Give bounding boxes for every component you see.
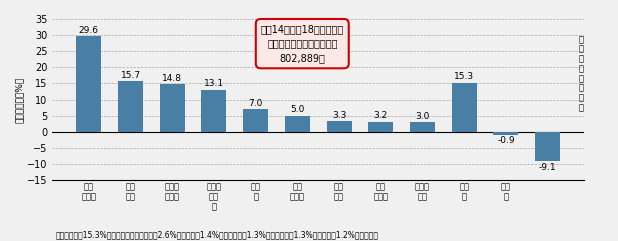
Bar [243, 109, 268, 132]
Bar [410, 122, 435, 132]
Text: 3.3: 3.3 [332, 111, 346, 120]
Text: 自動機
ねらい: 自動機 ねらい [165, 183, 180, 201]
Text: 平成14年から18年にかけて
の刑法犯認知件数の減少分
802,889件: 平成14年から18年にかけて の刑法犯認知件数の減少分 802,889件 [261, 24, 344, 63]
Text: オート
バイ
盗: オート バイ 盗 [206, 183, 221, 211]
Text: 自転
車盗: 自転 車盗 [125, 183, 135, 201]
Bar [77, 36, 101, 132]
Text: 事務所
荒し: 事務所 荒し [415, 183, 430, 201]
Bar [159, 84, 185, 132]
Bar [493, 132, 519, 135]
Bar [326, 121, 352, 132]
Bar [118, 81, 143, 132]
Text: 車上
ねらい: 車上 ねらい [82, 183, 96, 201]
Text: 3.0: 3.0 [415, 112, 430, 120]
Bar [452, 82, 476, 132]
Bar [535, 132, 560, 161]
Text: -9.1: -9.1 [539, 163, 556, 172]
Text: 注：その他（15.3%）の内訳は、出店荒し（2.6%）、スリ（1.4%）、忍込み（1.3%）、置引き（1.3%）、恐嗝（1.2%）等です。: 注：その他（15.3%）の内訳は、出店荒し（2.6%）、スリ（1.4%）、忍込み… [56, 231, 379, 240]
Text: 13.1: 13.1 [204, 79, 224, 88]
Text: 14.8: 14.8 [163, 74, 182, 82]
Text: その
他: その 他 [459, 183, 469, 201]
Bar [285, 116, 310, 132]
Y-axis label: （寄与率）（%）: （寄与率）（%） [15, 76, 24, 123]
Text: -0.9: -0.9 [497, 136, 515, 145]
Text: 非
侵
入
窃
盗
そ
の
他: 非 侵 入 窃 盗 そ の 他 [579, 35, 584, 112]
Bar [368, 121, 393, 132]
Text: 自転
車盗: 自転 車盗 [334, 183, 344, 201]
Text: 7.0: 7.0 [248, 99, 263, 108]
Text: 部品
ねらい: 部品 ねらい [290, 183, 305, 201]
Text: 15.7: 15.7 [121, 71, 141, 80]
Text: ひっ
たくり: ひっ たくり [373, 183, 388, 201]
Text: 空き
巣: 空き 巣 [251, 183, 261, 201]
Text: 15.3: 15.3 [454, 72, 474, 81]
Text: 29.6: 29.6 [79, 26, 99, 35]
Text: 万引
き: 万引 き [501, 183, 511, 201]
Text: 5.0: 5.0 [290, 105, 305, 114]
Bar [201, 90, 226, 132]
Text: 3.2: 3.2 [374, 111, 388, 120]
